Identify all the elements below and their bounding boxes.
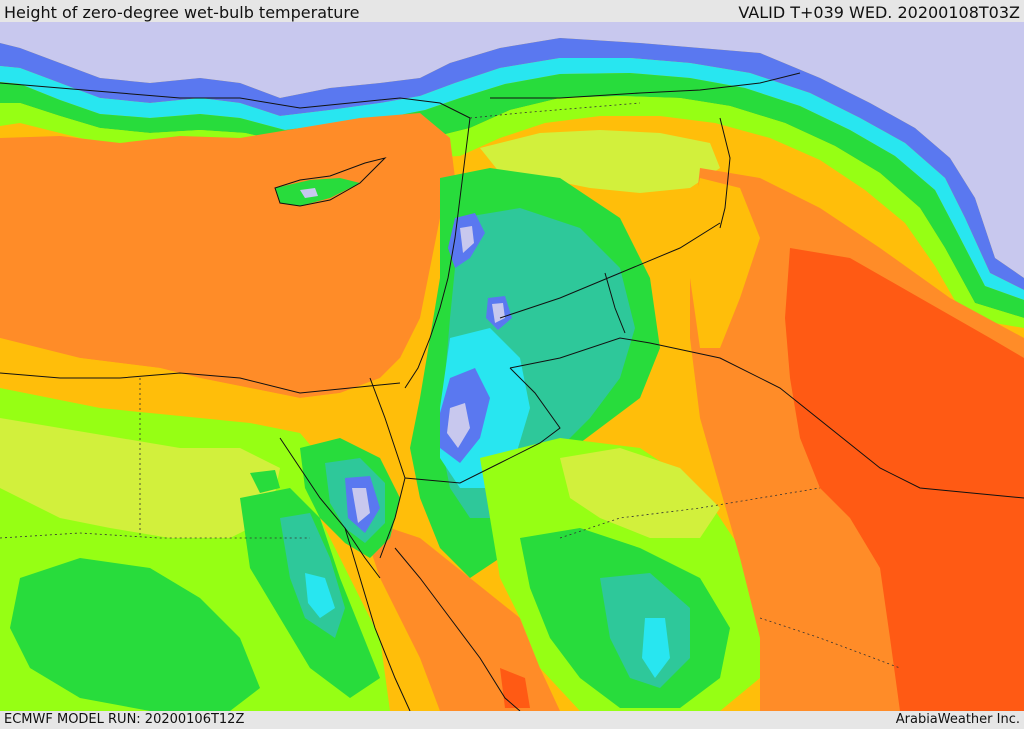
contour-very-low-lebanon <box>460 226 474 253</box>
contour-very-low-sinai <box>352 488 370 523</box>
border-syria-iraq-south <box>499 222 721 319</box>
coastline-turkey-south <box>0 82 471 119</box>
contour-map <box>0 18 1024 711</box>
coastline-gulf-of-suez <box>279 437 381 579</box>
border-jordan-saudi <box>509 337 1024 499</box>
contour-very-low-cyprus <box>300 188 318 198</box>
border-iraq-east <box>719 117 731 229</box>
internal-borders <box>0 102 901 669</box>
contour-yellow-orange-west <box>0 338 410 433</box>
coastline-red-sea-west <box>344 527 411 711</box>
model-run: ECMWF MODEL RUN: 20200106T12Z <box>4 712 245 727</box>
border-jordan-iraq <box>604 272 626 334</box>
credit-text: ArabiaWeather Inc. <box>895 712 1020 727</box>
header-bar <box>0 0 1024 22</box>
contour-low-mid-north <box>0 58 1024 300</box>
contour-very-low-syria <box>492 303 505 323</box>
contour-green-north <box>0 73 1024 318</box>
contour-green-southwest <box>10 558 260 711</box>
coastline-red-sea-east <box>394 547 521 711</box>
map-title: Height of zero-degree wet-bulb temperatu… <box>4 3 360 22</box>
valid-time: VALID T+039 WED. 20200108T03Z <box>738 3 1020 22</box>
outline-cyprus <box>274 157 387 207</box>
contour-very-low-levant <box>447 403 470 448</box>
contour-green-cyprus <box>275 178 360 206</box>
coastline-levant <box>404 117 471 389</box>
border-saudi-south <box>759 617 901 669</box>
border-iraq-syria <box>490 72 801 99</box>
border-egypt-israel <box>369 377 406 479</box>
contour-yellow-orange-east <box>690 178 760 348</box>
contour-low-mid-saudi <box>642 618 670 678</box>
coastlines <box>0 72 1024 711</box>
contour-very-low-north <box>0 18 1024 278</box>
contour-low-mid-egypt <box>305 573 335 618</box>
contour-red-orange-redsea <box>500 668 530 708</box>
border-turkey-syria <box>469 102 641 119</box>
contour-green-nile-delta <box>250 470 280 493</box>
border-egypt-sudan <box>0 532 310 539</box>
coastline-egypt-north <box>0 372 401 394</box>
coastline-gulf-of-aqaba <box>379 477 406 559</box>
border-jordan-south <box>404 367 561 484</box>
contour-red-orange-east <box>785 248 1024 711</box>
contour-yellow-green-saudi <box>560 448 720 538</box>
footer-bar <box>0 711 1024 729</box>
